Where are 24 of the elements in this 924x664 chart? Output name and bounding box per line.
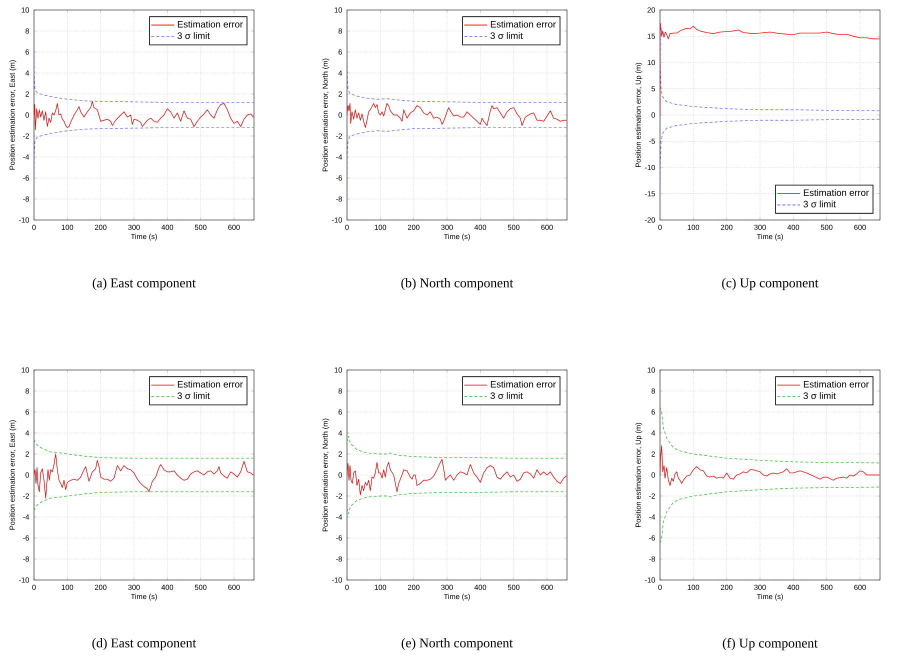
legend-label: Estimation error	[490, 20, 556, 28]
legend-label: Estimation error	[804, 380, 869, 388]
legend-label: Estimation error	[490, 380, 556, 388]
text: (d) East component	[92, 638, 196, 650]
line-series	[347, 491, 567, 514]
legend-label: Estimation error	[178, 380, 243, 388]
legend-label: 3 σ limit	[803, 200, 836, 208]
legend-label: 3 σ limit	[177, 32, 210, 39]
text: (c) Up component	[722, 278, 818, 290]
text: (b) North component	[401, 278, 514, 290]
line-series	[34, 101, 254, 130]
text: (a) East component	[92, 278, 196, 290]
text: (f) Up component	[722, 638, 818, 650]
line-series	[34, 454, 254, 498]
legend-label: 3 σ limit	[490, 392, 523, 399]
legend-label: 3 σ limit	[803, 392, 836, 399]
text: (e) North component	[402, 638, 513, 650]
legend-label: 3 σ limit	[177, 392, 210, 399]
line-series	[660, 406, 880, 464]
line-series	[347, 458, 567, 496]
legend-label: Estimation error	[804, 189, 869, 196]
legend-label: 3 σ limit	[490, 32, 523, 39]
line-series	[347, 436, 567, 459]
legend-label: Estimation error	[178, 20, 243, 28]
